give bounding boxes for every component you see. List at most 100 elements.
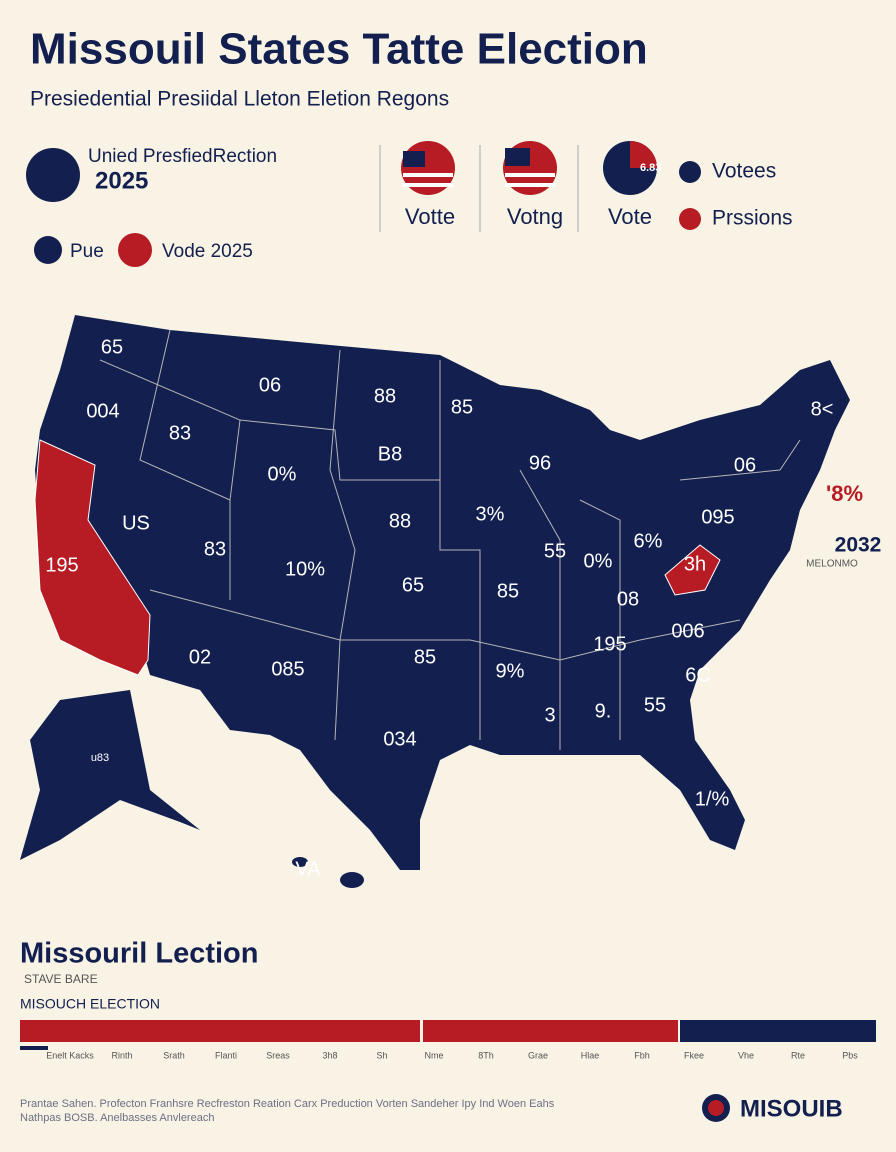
- key-dot: [26, 148, 80, 202]
- state-label: 006: [671, 620, 704, 642]
- subtitle: Presiedential Presiidal Lleton Eletion R…: [30, 88, 449, 111]
- legend-dot: [679, 161, 701, 183]
- header-icons: [379, 141, 701, 232]
- state-label: 9.: [595, 700, 612, 722]
- state-label: 88: [374, 385, 396, 407]
- state-label: 06: [259, 374, 281, 396]
- border: [149, 589, 561, 661]
- column-label: Pbs: [842, 1050, 858, 1060]
- bar-segment: [680, 1020, 876, 1042]
- red-state: [34, 439, 151, 676]
- state-label: 3h: [684, 553, 706, 575]
- column-label: Fkee: [684, 1050, 704, 1060]
- state-label: 55: [544, 540, 566, 562]
- state-label: B8: [378, 443, 402, 465]
- column-label: Nme: [424, 1050, 443, 1060]
- state-label: 83: [169, 422, 191, 444]
- border: [439, 360, 481, 740]
- state-label: 8<: [811, 398, 834, 420]
- border: [679, 439, 801, 481]
- state-label: 6%: [634, 530, 663, 552]
- state-label: 195: [593, 633, 626, 655]
- column-label: Enelt Kacks: [46, 1050, 94, 1060]
- flag-canton: [505, 148, 530, 166]
- border: [99, 359, 241, 501]
- column-label: Fbh: [634, 1050, 650, 1060]
- side-year: 2032: [835, 534, 882, 557]
- red-state: [664, 544, 721, 596]
- state-label: 085: [271, 658, 304, 680]
- state-label: 96: [529, 452, 551, 474]
- column-label: Rinth: [111, 1050, 132, 1060]
- title: Missouil States Tatte Election: [30, 25, 648, 74]
- state-label: 85: [497, 580, 519, 602]
- state-label: 3: [544, 704, 555, 726]
- border: [559, 619, 741, 661]
- legend-dot: [679, 208, 701, 230]
- column-label: Flanti: [215, 1050, 237, 1060]
- border: [579, 499, 621, 740]
- column-label: Srath: [163, 1050, 185, 1060]
- column-label: Rte: [791, 1050, 805, 1060]
- state-label: 88: [389, 510, 411, 532]
- state-label: u83: [91, 752, 109, 764]
- key-dot: [118, 233, 152, 267]
- state-label: 095: [701, 506, 734, 528]
- state-label: 6C: [685, 664, 711, 686]
- column-label: Sh: [376, 1050, 387, 1060]
- note: Nathpas BOSB. Anelbasses Anvlereach: [20, 1112, 214, 1124]
- icon-label: Vote: [608, 204, 652, 229]
- state-borders: [99, 329, 801, 750]
- state-label: 02: [189, 646, 211, 668]
- state-label: 0%: [584, 550, 613, 572]
- bar-segment: [20, 1020, 420, 1042]
- state-label: 55: [644, 694, 666, 716]
- bar-key: [20, 1046, 48, 1050]
- brand-seal-inner: [708, 1100, 724, 1116]
- column-label: Hlae: [581, 1050, 600, 1060]
- state-label: 3%: [476, 503, 505, 525]
- callout: '8%: [826, 481, 863, 506]
- column-label: Vhe: [738, 1050, 754, 1060]
- map: [20, 315, 850, 888]
- key-year: 2025: [95, 167, 148, 194]
- state-label: 034: [383, 728, 416, 750]
- state-label: 06: [734, 454, 756, 476]
- state-label: US: [122, 512, 150, 534]
- state-label: 65: [101, 336, 123, 358]
- hawaii: [292, 857, 308, 867]
- state-label: 65: [402, 574, 424, 596]
- key-label: Unied PresfiedRection: [88, 146, 277, 167]
- icon-label: Votte: [405, 204, 455, 229]
- column-label: Sreas: [266, 1050, 290, 1060]
- legend-label: Prssions: [712, 207, 793, 230]
- brand: MISOUIB: [740, 1095, 843, 1122]
- alaska: [20, 690, 200, 860]
- state-label: 08: [617, 588, 639, 610]
- badge-slice: [630, 141, 657, 168]
- column-label: 8Th: [478, 1050, 494, 1060]
- border: [139, 329, 231, 600]
- column-label: Grae: [528, 1050, 548, 1060]
- footer-subtitle: STAVE BARE: [24, 972, 98, 986]
- note: Prantae Sahen. Profecton Franhsre Recfre…: [20, 1098, 555, 1110]
- badge-text: 6.83: [640, 162, 661, 174]
- footer-title: Missouril Lection: [20, 938, 258, 970]
- state-label: 195: [45, 554, 78, 576]
- legend-label: Votees: [712, 160, 776, 183]
- state-label: 83: [204, 538, 226, 560]
- key-label: Pue: [70, 241, 104, 262]
- hawaii: [340, 872, 364, 888]
- bar-title: MISOUCH ELECTION: [20, 996, 160, 1012]
- border: [519, 469, 561, 750]
- state-label: 85: [451, 396, 473, 418]
- state-label: 85: [414, 646, 436, 668]
- state-label: 004: [86, 400, 119, 422]
- state-label: 1/%: [695, 788, 730, 810]
- state-label: 0%: [268, 463, 297, 485]
- border: [239, 419, 440, 481]
- state-label: 10%: [285, 558, 325, 580]
- state-label: VA: [295, 858, 321, 880]
- column-label: 3h8: [322, 1050, 337, 1060]
